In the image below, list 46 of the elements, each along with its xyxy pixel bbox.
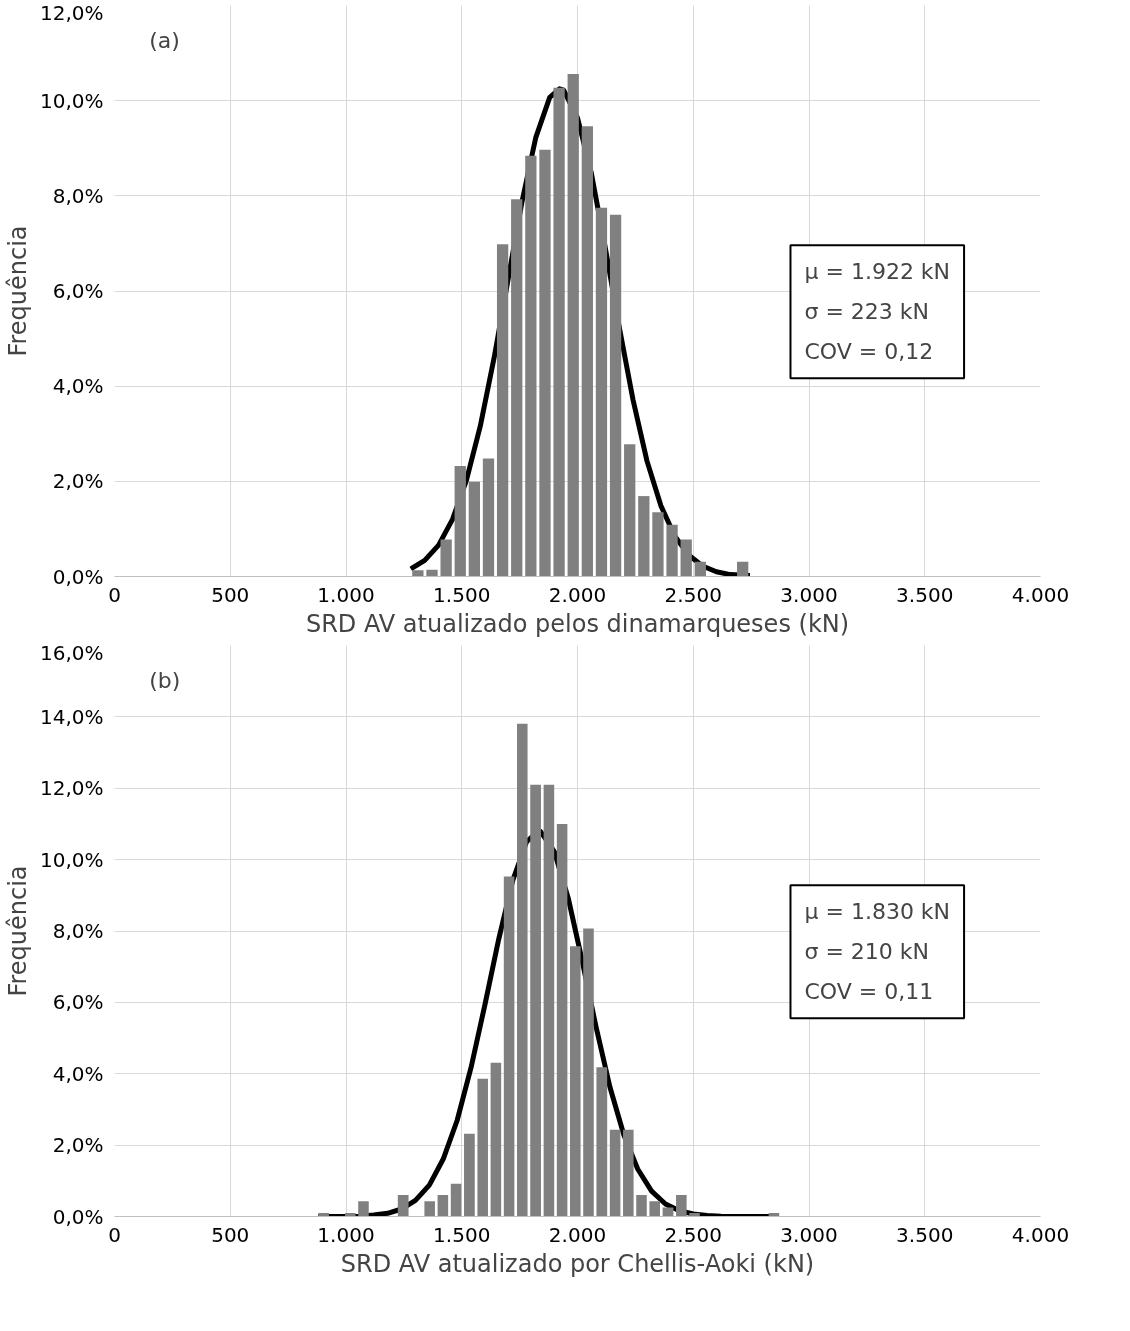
y-tick-label: 10,0% xyxy=(39,88,104,113)
y-tick-label: 12,0% xyxy=(39,0,104,25)
x-tick-label: 4.000 xyxy=(1011,582,1070,607)
annotation: σ = 210 kN xyxy=(804,939,930,965)
annotation: μ = 1.922 kN xyxy=(804,259,951,285)
x-tick-label: 3.000 xyxy=(780,582,838,607)
x-tick-label: 2.000 xyxy=(548,582,607,607)
x-tick-label: 500 xyxy=(211,1222,250,1247)
y-tick-label: 4,0% xyxy=(52,1061,104,1086)
x-tick-label: 3.500 xyxy=(896,582,954,607)
x-tick-label: 3.500 xyxy=(896,1222,954,1247)
y-axis-title: Frequência xyxy=(3,225,32,357)
x-tick-label: 2.500 xyxy=(664,582,722,607)
x-tick-label: 0 xyxy=(108,582,121,607)
x-tick-label: 4.000 xyxy=(1011,1222,1070,1247)
annotation: σ = 223 kN xyxy=(804,299,930,325)
y-tick-label: 8,0% xyxy=(52,183,104,208)
y-tick-label: 8,0% xyxy=(52,919,104,943)
x-tick-label: 1.500 xyxy=(433,582,491,607)
x-tick-label: 2.500 xyxy=(664,1222,722,1247)
annotation: (b) xyxy=(149,668,181,694)
y-tick-label: 10,0% xyxy=(39,847,104,872)
annotation: μ = 1.830 kN xyxy=(804,899,951,925)
y-tick-label: 14,0% xyxy=(39,704,104,729)
x-tick-label: 1.000 xyxy=(317,1222,375,1247)
y-tick-label: 6,0% xyxy=(52,279,104,303)
annotation: (a) xyxy=(149,28,180,54)
x-tick-label: 1.000 xyxy=(317,582,375,607)
y-tick-label: 2,0% xyxy=(52,469,104,494)
annotation: COV = 0,12 xyxy=(804,339,934,365)
y-tick-label: 16,0% xyxy=(39,640,104,665)
x-tick-label: 3.000 xyxy=(780,1222,838,1247)
y-tick-label: 0,0% xyxy=(52,564,104,589)
annotation: COV = 0,11 xyxy=(804,979,934,1005)
y-tick-label: 4,0% xyxy=(52,374,104,399)
y-tick-label: 0,0% xyxy=(52,1204,104,1229)
y-tick-label: 2,0% xyxy=(52,1133,104,1158)
x-tick-label: 0 xyxy=(108,1222,121,1247)
x-tick-label: 2.000 xyxy=(548,1222,607,1247)
y-tick-label: 12,0% xyxy=(39,776,104,801)
y-tick-label: 6,0% xyxy=(52,990,104,1015)
x-tick-label: 500 xyxy=(211,582,250,607)
x-axis-title: SRD AV atualizado pelos dinamarqueses (kN) xyxy=(305,609,850,638)
y-axis-title: Frequência xyxy=(3,865,32,997)
x-axis-title: SRD AV atualizado por Chellis-Aoki (kN) xyxy=(340,1249,815,1278)
x-tick-label: 1.500 xyxy=(433,1222,491,1247)
